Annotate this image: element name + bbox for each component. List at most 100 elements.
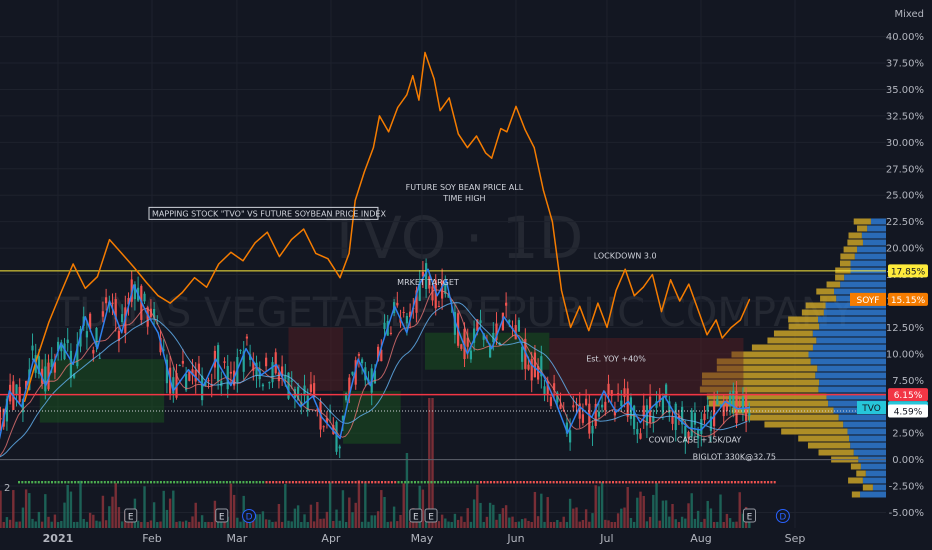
annotations[interactable]: MAPPING STOCK "TVO" VS FUTURE SOYBEAN PR… bbox=[148, 183, 776, 462]
annotation-all-time-high[interactable]: FUTURE SOY BEAN PRICE ALL TIME HIGH bbox=[406, 183, 524, 203]
annotation-mapping-title[interactable]: MAPPING STOCK "TVO" VS FUTURE SOYBEAN PR… bbox=[148, 206, 386, 220]
annotation-biglot[interactable]: BIGLOT 330K@32.75 bbox=[693, 453, 776, 462]
volume-bar bbox=[165, 509, 169, 528]
volume-bar bbox=[15, 521, 18, 528]
volume-bar bbox=[213, 500, 217, 528]
volume-bar bbox=[63, 502, 66, 528]
volume-bar bbox=[47, 516, 50, 528]
candle-body bbox=[165, 359, 169, 384]
volume-bar bbox=[706, 500, 709, 528]
profile-bar-gold bbox=[781, 428, 848, 435]
volume-ma-dot bbox=[54, 481, 57, 484]
series-point-soyf bbox=[181, 291, 183, 294]
series-point-soyf bbox=[412, 75, 414, 77]
candle-body bbox=[15, 384, 18, 396]
candle-body bbox=[690, 410, 693, 437]
candle-body bbox=[495, 323, 498, 341]
candle-body bbox=[633, 405, 636, 430]
series-lines[interactable] bbox=[0, 51, 751, 450]
series-point-tvo bbox=[108, 300, 111, 302]
candle-body bbox=[0, 418, 2, 420]
volume-bar bbox=[604, 519, 607, 528]
candle-body bbox=[133, 284, 137, 300]
candle-body bbox=[524, 338, 527, 369]
x-tick-label: Feb bbox=[142, 532, 161, 545]
annotation-lockdown[interactable]: LOCKDOWN 3.0 bbox=[594, 252, 657, 261]
series-point-soyf bbox=[60, 291, 62, 294]
annotation-text: MRKET TARGET bbox=[397, 278, 459, 287]
event-marker-d[interactable]: D bbox=[242, 509, 257, 523]
volume-bar bbox=[431, 398, 434, 528]
volume-ma-dot bbox=[711, 481, 713, 484]
volume-bar bbox=[488, 502, 492, 528]
profile-bar-gold bbox=[708, 400, 829, 407]
event-marker-e[interactable]: E bbox=[409, 508, 423, 523]
candle-body bbox=[57, 341, 60, 352]
event-marker-e[interactable]: E bbox=[215, 508, 229, 523]
volume-bar bbox=[668, 516, 671, 528]
volume-bar bbox=[485, 516, 489, 528]
volume-bar bbox=[741, 513, 745, 528]
series-point-soyf bbox=[491, 157, 493, 159]
series-point-tvo bbox=[615, 411, 617, 413]
series-point-tvo bbox=[724, 400, 726, 403]
volume-bar bbox=[556, 519, 559, 528]
volume-bar bbox=[114, 483, 117, 528]
series-point-soyf bbox=[500, 128, 502, 130]
series-point-soyf bbox=[108, 239, 111, 241]
candle-body bbox=[559, 404, 562, 409]
y-tick-label: 20.00% bbox=[886, 244, 924, 255]
volume-bar bbox=[322, 518, 325, 528]
volume-ma-dot bbox=[773, 481, 776, 484]
volume-bar bbox=[66, 484, 69, 528]
volume-bar bbox=[136, 520, 140, 528]
horizontal-lines[interactable] bbox=[0, 270, 886, 461]
volume-ma-dot bbox=[169, 481, 172, 484]
volume-bar bbox=[364, 481, 367, 528]
volume-bar bbox=[511, 516, 514, 528]
volume-bar bbox=[636, 497, 639, 528]
volume-ma-dot bbox=[661, 481, 664, 484]
event-marker-label: D bbox=[779, 513, 786, 523]
profile-bar-gold bbox=[767, 337, 817, 344]
volume-bar bbox=[674, 519, 677, 528]
candle-body bbox=[418, 281, 421, 301]
volume-bar bbox=[562, 516, 565, 528]
volume-bar bbox=[492, 504, 495, 528]
volume-bar bbox=[591, 513, 594, 528]
volume-ma-dot bbox=[21, 481, 24, 484]
event-marker-e[interactable]: E bbox=[424, 508, 438, 523]
profile-bar-gold bbox=[731, 351, 809, 358]
profile-bar-gold bbox=[862, 484, 873, 491]
volume-bar bbox=[261, 511, 265, 528]
volume-ma-dot bbox=[173, 481, 176, 484]
series-point-soyf bbox=[606, 326, 608, 329]
volume-bar bbox=[575, 507, 578, 528]
event-marker-e[interactable]: E bbox=[124, 508, 138, 523]
candle-body bbox=[159, 337, 162, 353]
volume-ma-dot bbox=[615, 481, 618, 484]
candle-body bbox=[5, 398, 9, 422]
volume-bar bbox=[146, 521, 149, 528]
earnings-badge bbox=[424, 508, 438, 523]
volume-ma-dot bbox=[744, 481, 746, 484]
series-point-soyf bbox=[303, 228, 305, 230]
event-marker-e[interactable]: E bbox=[743, 508, 757, 523]
volume-bar bbox=[482, 522, 485, 528]
volume-bar bbox=[680, 516, 684, 528]
scale-mode-label[interactable]: Mixed bbox=[894, 9, 924, 20]
volume-ma-dot bbox=[694, 481, 697, 484]
volume-bar bbox=[501, 508, 505, 528]
volume-ma-dot bbox=[664, 481, 667, 484]
annotation-est-yoy[interactable]: Est. YOY +40% bbox=[586, 354, 646, 363]
volume-ma-dot bbox=[64, 481, 67, 484]
annotation-market-target[interactable]: MRKET TARGET bbox=[397, 278, 459, 287]
time-axis[interactable]: 2021 Feb Mar Apr May Jun Jul Aug Sep bbox=[43, 532, 806, 545]
annotation-covid-case[interactable]: COVID CASE +15K/DAY bbox=[649, 436, 742, 445]
candle-body bbox=[623, 388, 626, 397]
volume-ma-dot bbox=[212, 481, 215, 484]
y-tick-label: 40.00% bbox=[886, 32, 924, 43]
event-marker-d[interactable]: D bbox=[775, 509, 790, 523]
